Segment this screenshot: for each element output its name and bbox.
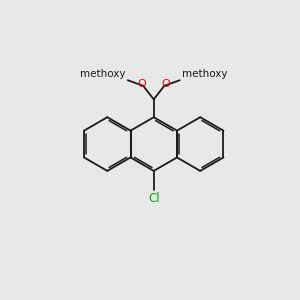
Text: O: O: [161, 79, 170, 89]
Text: methoxy: methoxy: [182, 69, 227, 79]
Text: methoxy: methoxy: [80, 69, 126, 79]
Text: O: O: [137, 79, 146, 89]
Text: Cl: Cl: [148, 192, 160, 205]
